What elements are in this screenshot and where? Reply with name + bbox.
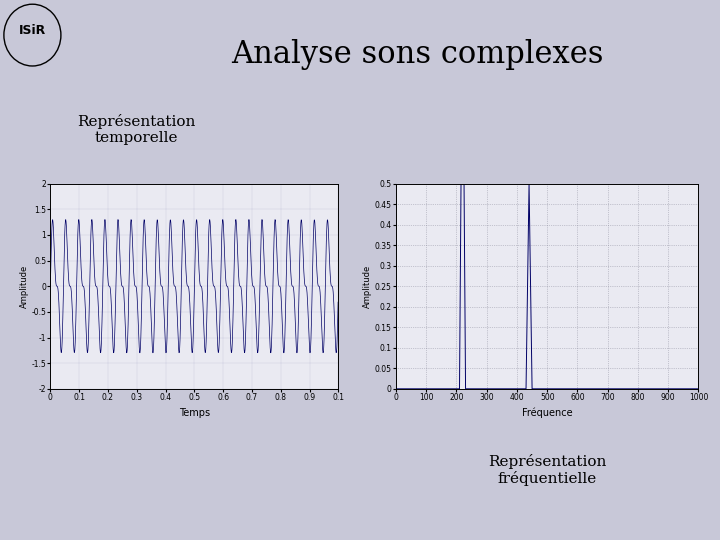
Text: Représentation
fréquentielle: Représentation fréquentielle (488, 454, 606, 486)
Text: ISiR: ISiR (19, 24, 46, 37)
Y-axis label: Amplitude: Amplitude (363, 265, 372, 308)
Text: Analyse sons complexes: Analyse sons complexes (231, 38, 604, 70)
X-axis label: Temps: Temps (179, 408, 210, 417)
X-axis label: Fréquence: Fréquence (522, 408, 572, 418)
Y-axis label: Amplitude: Amplitude (19, 265, 29, 308)
Text: Représentation
temporelle: Représentation temporelle (78, 114, 196, 145)
